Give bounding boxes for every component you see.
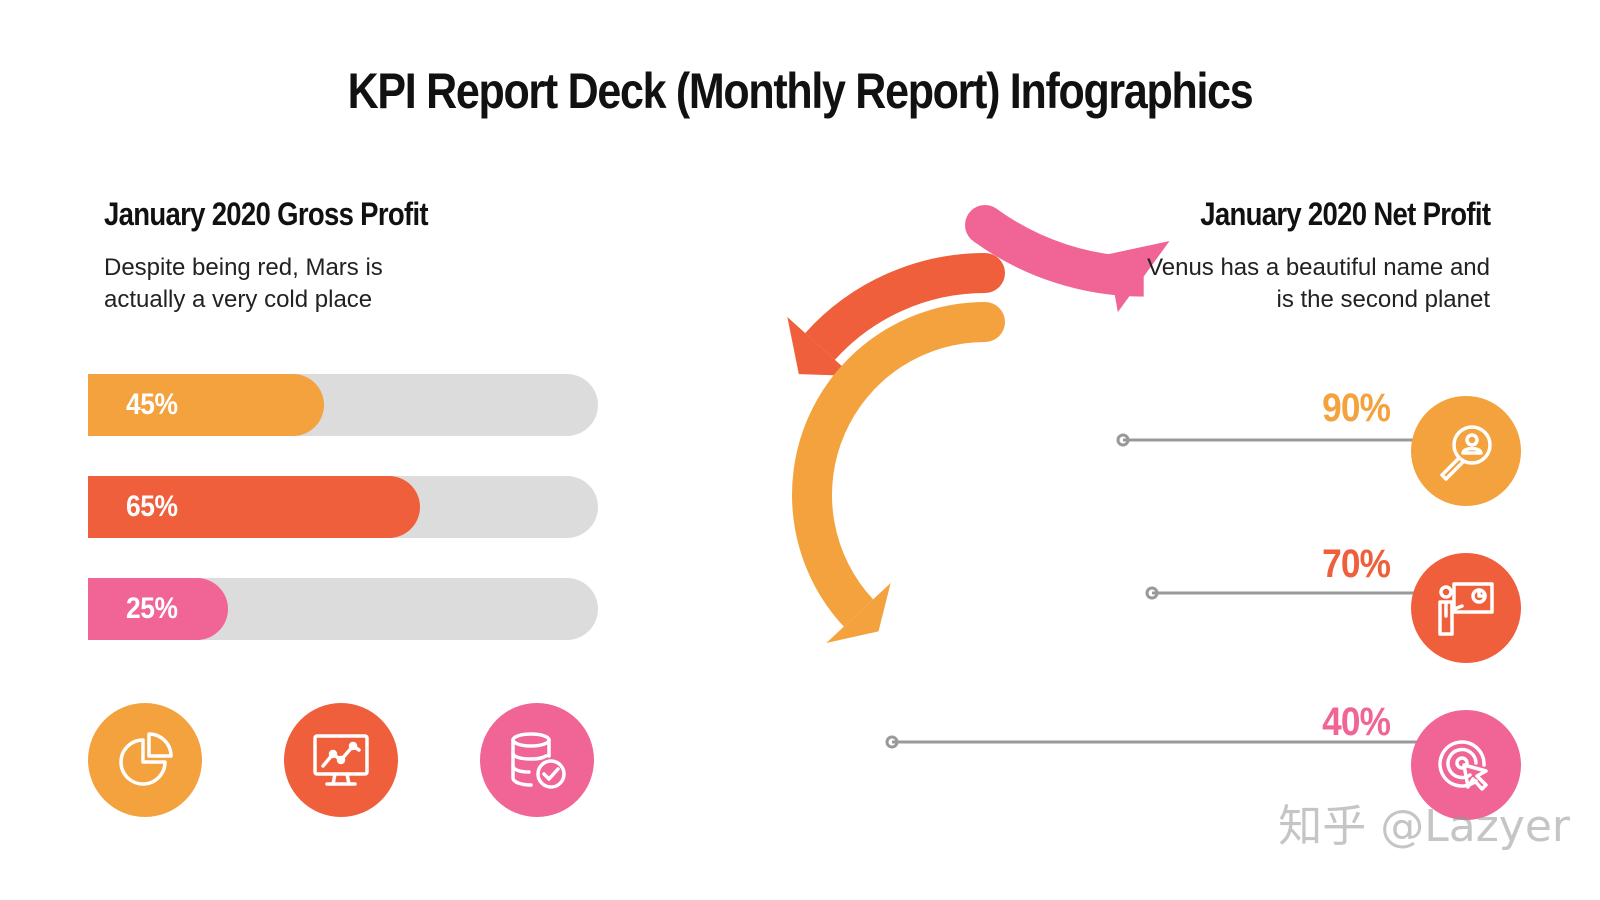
kpi-value-70: 70%: [1322, 542, 1391, 586]
database-check-icon: [480, 703, 594, 817]
target-click-icon: [1411, 710, 1521, 820]
line-chart-monitor-icon: [284, 703, 398, 817]
progress-bar-65: 65%: [88, 476, 598, 538]
net-profit-heading: January 2020 Net Profit: [1199, 196, 1491, 232]
ring-arc-70: [805, 253, 986, 361]
watermark: 知乎 @Lazyer: [1278, 801, 1570, 852]
progress-bar-25: 25%: [88, 578, 598, 640]
ring-arrowhead: [787, 317, 853, 376]
progress-label: 25%: [126, 592, 178, 625]
pie-chart-icon: [88, 703, 202, 817]
gross-profit-heading: January 2020 Gross Profit: [104, 196, 429, 232]
connector-dot: [1116, 433, 1130, 447]
progress-fill: [88, 578, 228, 640]
kpi-value-90: 90%: [1322, 386, 1391, 430]
progress-label: 65%: [126, 490, 178, 523]
ring-arc-90: [792, 302, 986, 627]
connector-dot: [1145, 586, 1159, 600]
ring-cap: [965, 253, 1005, 293]
search-user-icon: [1411, 396, 1521, 506]
connector-dot: [885, 735, 899, 749]
progress-fill: [88, 374, 324, 436]
progress-bar-45: 45%: [88, 374, 598, 436]
ring-arrowhead: [826, 582, 891, 643]
kpi-value-40: 40%: [1322, 700, 1391, 744]
gross-profit-description: Despite being red, Mars is actually a ve…: [104, 254, 383, 313]
ring-cap: [965, 205, 1005, 245]
progress-fill: [88, 476, 420, 538]
progress-label: 45%: [126, 388, 178, 421]
ring-cap: [965, 302, 1005, 342]
page-title: KPI Report Deck (Monthly Report) Infogra…: [347, 63, 1254, 119]
presentation-icon: [1411, 553, 1521, 663]
net-profit-description: Venus has a beautiful name and is the se…: [1147, 254, 1490, 313]
ring-arrowhead: [1107, 240, 1170, 313]
